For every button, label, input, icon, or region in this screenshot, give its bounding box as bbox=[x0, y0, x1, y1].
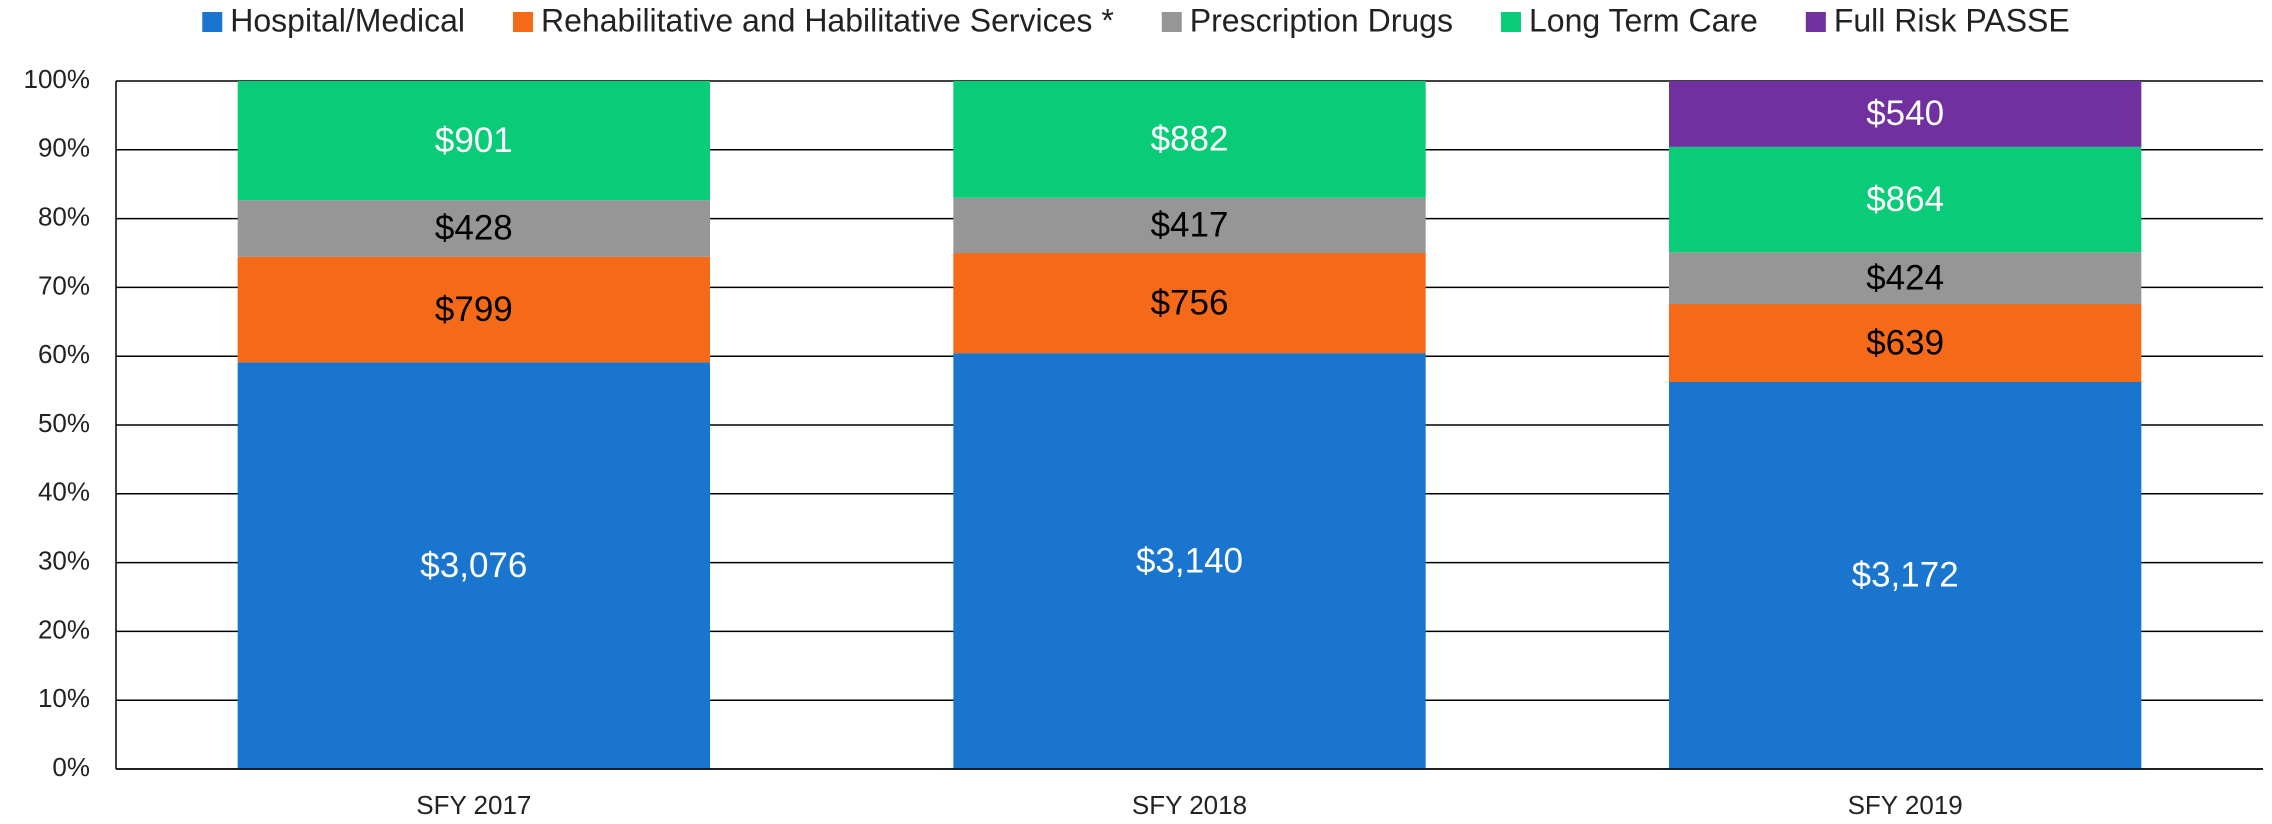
data-label: $756 bbox=[1151, 283, 1229, 322]
y-tick-label: 30% bbox=[38, 545, 90, 575]
bar-segment bbox=[237, 362, 711, 769]
bar-segment bbox=[237, 200, 711, 257]
legend-swatch bbox=[202, 12, 223, 32]
data-label: $3,076 bbox=[420, 546, 527, 585]
y-tick-label: 0% bbox=[52, 752, 90, 782]
bar-segment bbox=[237, 81, 711, 201]
y-tick-label: 100% bbox=[24, 64, 91, 94]
legend-swatch bbox=[1805, 12, 1826, 32]
y-tick-label: 60% bbox=[38, 339, 90, 369]
data-label: $882 bbox=[1151, 120, 1229, 159]
y-tick-label: 80% bbox=[38, 201, 90, 231]
data-label: $3,140 bbox=[1136, 541, 1243, 580]
legend-swatch bbox=[513, 12, 534, 32]
legend-swatch bbox=[1500, 12, 1521, 32]
legend-label: Hospital/Medical bbox=[230, 2, 465, 38]
y-tick-label: 50% bbox=[38, 408, 90, 438]
bar-segment bbox=[1668, 146, 2142, 253]
bar-segment bbox=[237, 256, 711, 363]
data-label: $428 bbox=[435, 209, 513, 248]
y-tick-label: 90% bbox=[38, 133, 90, 163]
bar-segment bbox=[1668, 304, 2142, 382]
data-label: $639 bbox=[1866, 323, 1944, 362]
bar-segment bbox=[953, 353, 1426, 769]
data-label: $417 bbox=[1151, 206, 1229, 245]
legend-label: Full Risk PASSE bbox=[1834, 2, 2070, 38]
data-label: $3,172 bbox=[1852, 556, 1959, 595]
bar-segment bbox=[953, 197, 1426, 254]
bar-segment bbox=[1668, 252, 2142, 305]
bar-segment bbox=[953, 81, 1426, 198]
data-label: $424 bbox=[1866, 258, 1944, 297]
data-label: $540 bbox=[1866, 94, 1944, 133]
legend-label: Prescription Drugs bbox=[1190, 2, 1453, 38]
y-tick-label: 20% bbox=[38, 614, 90, 644]
y-tick-label: 10% bbox=[38, 683, 90, 713]
data-label: $864 bbox=[1866, 180, 1944, 219]
y-tick-label: 70% bbox=[38, 270, 90, 300]
x-tick-label: SFY 2017 bbox=[416, 790, 531, 820]
bar-segment bbox=[953, 253, 1426, 354]
legend-label: Rehabilitative and Habilitative Services… bbox=[541, 2, 1114, 38]
data-label: $799 bbox=[435, 290, 513, 329]
bar-segment bbox=[1668, 81, 2142, 147]
y-tick-label: 40% bbox=[38, 477, 90, 507]
legend-label: Long Term Care bbox=[1529, 2, 1758, 38]
x-tick-label: SFY 2019 bbox=[1848, 790, 1963, 820]
x-tick-label: SFY 2018 bbox=[1132, 790, 1247, 820]
bar-segment bbox=[1668, 381, 2142, 769]
legend-swatch bbox=[1161, 12, 1182, 32]
data-label: $901 bbox=[435, 121, 513, 160]
